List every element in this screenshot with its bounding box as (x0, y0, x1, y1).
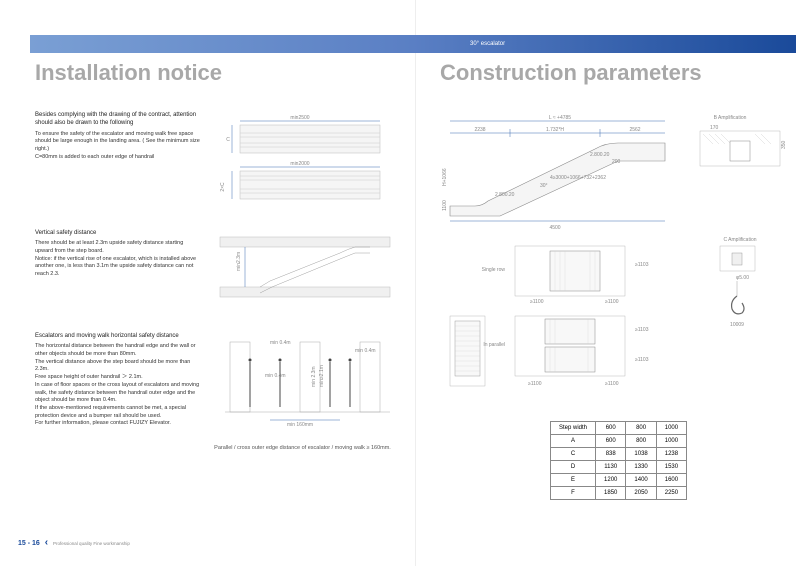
svg-text:min 0.4m: min 0.4m (265, 373, 286, 379)
page-numbers: 15 - 16 (18, 540, 40, 547)
svg-text:φ5.00: φ5.00 (736, 275, 749, 281)
svg-text:2.800.20: 2.800.20 (590, 152, 610, 158)
svg-text:2×C: 2×C (220, 182, 226, 192)
page-footer: 15 - 16 ‹ Professional quality Fine work… (18, 537, 130, 548)
svg-text:30°: 30° (540, 183, 548, 189)
s2-lead: Vertical safety distance (35, 229, 200, 237)
svg-text:H+1066: H+1066 (442, 168, 448, 186)
svg-text:C Amplification: C Amplification (723, 237, 756, 243)
svg-text:≥1100: ≥1100 (605, 299, 619, 305)
svg-text:1100: 1100 (442, 200, 448, 211)
right-title: Construction parameters (440, 60, 790, 86)
svg-text:L ≈ +4785: L ≈ +4785 (549, 115, 571, 121)
main-escalator-diagram: L ≈ +4785 2238 1.732*H 2562 2.800.20 2.8… (442, 115, 665, 231)
svg-text:min2000: min2000 (290, 161, 309, 167)
svg-text:≥1100: ≥1100 (530, 299, 544, 305)
single-row-diagram: Single row ≥1100 ≥1100 ≥1103 (482, 246, 649, 305)
s3-footnote: Parallel / cross outer edge distance of … (200, 445, 405, 451)
table-row: C83810381238 (551, 448, 687, 461)
svg-text:≥1100: ≥1100 (528, 381, 542, 387)
s2-diagram: min2.3m (210, 229, 405, 314)
svg-text:In parallel: In parallel (483, 342, 505, 348)
table-header: 1000 (656, 422, 686, 435)
svg-text:≥1103: ≥1103 (635, 262, 649, 268)
svg-text:4500: 4500 (549, 225, 560, 231)
s1-diagram: min2500 C min2000 (210, 111, 405, 211)
s3-lead: Escalators and moving walk horizontal sa… (35, 332, 200, 340)
front-view-diagram (450, 316, 485, 386)
table-row: E120014001600 (551, 474, 687, 487)
svg-text:2238: 2238 (474, 127, 485, 133)
svg-text:4≥3000+1066+732+2362: 4≥3000+1066+732+2362 (550, 175, 606, 181)
header-banner: 30° escalator (30, 35, 796, 53)
table-row: A6008001000 (551, 435, 687, 448)
table-header: Step width (551, 422, 596, 435)
page-spine (415, 0, 416, 566)
section-horizontal: Escalators and moving walk horizontal sa… (35, 332, 405, 451)
svg-text:≥1103: ≥1103 (635, 357, 649, 363)
table-header: 800 (626, 422, 656, 435)
svg-text:350: 350 (781, 140, 787, 149)
parallel-diagram: In parallel ≥1100 ≥1100 ≥1103 ≥1103 (483, 316, 648, 387)
s1-lead: Besides complying with the drawing of th… (35, 111, 200, 128)
amp-b-diagram: B Amplification 170 350 (700, 115, 787, 166)
param-table: Step width6008001000 A6008001000C8381038… (550, 421, 687, 500)
right-page: Construction parameters L ≈ +4785 2238 1… (440, 60, 790, 500)
left-page: Installation notice Besides complying wi… (35, 60, 405, 469)
svg-text:C: C (226, 137, 230, 143)
svg-text:200: 200 (612, 159, 621, 165)
svg-text:170: 170 (710, 125, 719, 131)
s2-body: There should be at least 2.3m upside saf… (35, 240, 200, 278)
svg-text:B Amplification: B Amplification (714, 115, 747, 121)
section-vertical: Vertical safety distance There should be… (35, 229, 405, 314)
svg-text:min≥2.1m: min≥2.1m (319, 365, 325, 387)
chevron-icon: ‹ (45, 537, 48, 548)
svg-text:min 0.4m: min 0.4m (355, 348, 376, 354)
svg-text:min 160mm: min 160mm (287, 422, 313, 428)
banner-label: 30° escalator (470, 35, 505, 53)
svg-text:2.800.20: 2.800.20 (495, 192, 515, 198)
s3-body: The horizontal distance between the hand… (35, 343, 200, 428)
svg-text:min 2.3m: min 2.3m (311, 366, 317, 387)
section-clearance: Besides complying with the drawing of th… (35, 111, 405, 211)
svg-text:≥1100: ≥1100 (605, 381, 619, 387)
table-row: D113013301530 (551, 461, 687, 474)
svg-text:Single row: Single row (482, 267, 506, 273)
footer-tag: Professional quality Fine workmanship (53, 541, 130, 546)
svg-text:≥1103: ≥1103 (635, 327, 649, 333)
svg-text:min 0.4m: min 0.4m (270, 340, 291, 346)
table-row: F185020502250 (551, 487, 687, 500)
s3-diagram: min 0.4m min 0.4m min 2.3m min≥2.1m min … (210, 332, 405, 437)
left-title: Installation notice (35, 60, 405, 86)
svg-text:10009: 10009 (730, 322, 744, 328)
svg-text:min2500: min2500 (290, 115, 309, 121)
s1-body: To ensure the safety of the escalator an… (35, 131, 200, 162)
amp-c-diagram: C Amplification φ5.00 10009 (720, 237, 757, 328)
table-header: 600 (596, 422, 626, 435)
svg-text:1.732*H: 1.732*H (546, 127, 564, 133)
right-diagrams: L ≈ +4785 2238 1.732*H 2562 2.800.20 2.8… (440, 111, 790, 406)
svg-text:min2.3m: min2.3m (236, 252, 242, 271)
svg-text:2562: 2562 (629, 127, 640, 133)
